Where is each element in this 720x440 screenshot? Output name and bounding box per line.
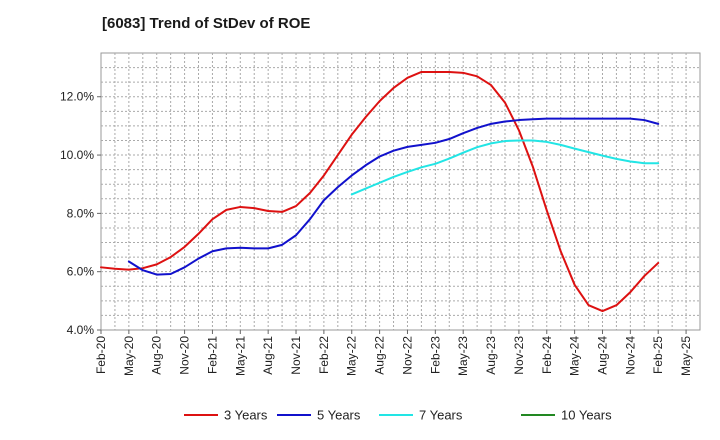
x-tick-label: Aug-23 [484,336,498,375]
x-tick-label: May-23 [456,336,470,376]
x-tick-label: Nov-22 [400,336,414,375]
x-tick-label: Feb-20 [94,336,108,374]
x-tick-label: May-25 [679,336,693,376]
x-tick-label: Feb-23 [428,336,442,374]
legend-label: 3 Years [224,408,268,423]
series-layer [100,70,660,313]
x-tick-label: May-20 [122,336,136,376]
legend-label: 7 Years [419,408,463,423]
x-tick-label: Nov-20 [178,336,192,375]
x-tick-label: May-22 [345,336,359,376]
x-tick-label: Feb-21 [205,336,219,374]
y-tick-label: 8.0% [67,206,95,220]
x-tick-label: May-21 [233,336,247,376]
x-tick-label: Nov-23 [512,336,526,375]
x-tick-label: Nov-21 [289,336,303,375]
plot-area [100,52,701,331]
x-tick-label: May-24 [568,336,582,376]
x-tick-label: Feb-22 [317,336,331,374]
legend: 3 Years 5 Years 7 Years 10 Years [184,408,612,423]
x-tick-label: Nov-24 [623,336,637,375]
x-tick-label: Feb-24 [540,336,554,374]
legend-label: 10 Years [561,408,612,423]
series-line-5-years [127,117,660,276]
y-tick-label: 6.0% [67,265,95,279]
y-tick-label: 4.0% [67,323,95,337]
series-line-7-years [350,139,660,196]
y-tick-label: 10.0% [60,148,94,162]
legend-label: 5 Years [317,408,361,423]
x-tick-label: Aug-21 [261,336,275,375]
y-tick-label: 12.0% [60,90,94,104]
axis-layer: 4.0% 6.0% 8.0% 10.0% 12.0% Feb-20 May-20 Aug-20… [60,90,693,376]
x-tick-label: Aug-22 [373,336,387,375]
x-tick-label: Feb-25 [651,336,665,374]
x-tick-label: Aug-20 [150,336,164,375]
series-line-3-years [100,70,660,313]
x-tick-label: Aug-24 [595,336,609,375]
chart-title: [6083] Trend of StDev of ROE [102,15,311,32]
